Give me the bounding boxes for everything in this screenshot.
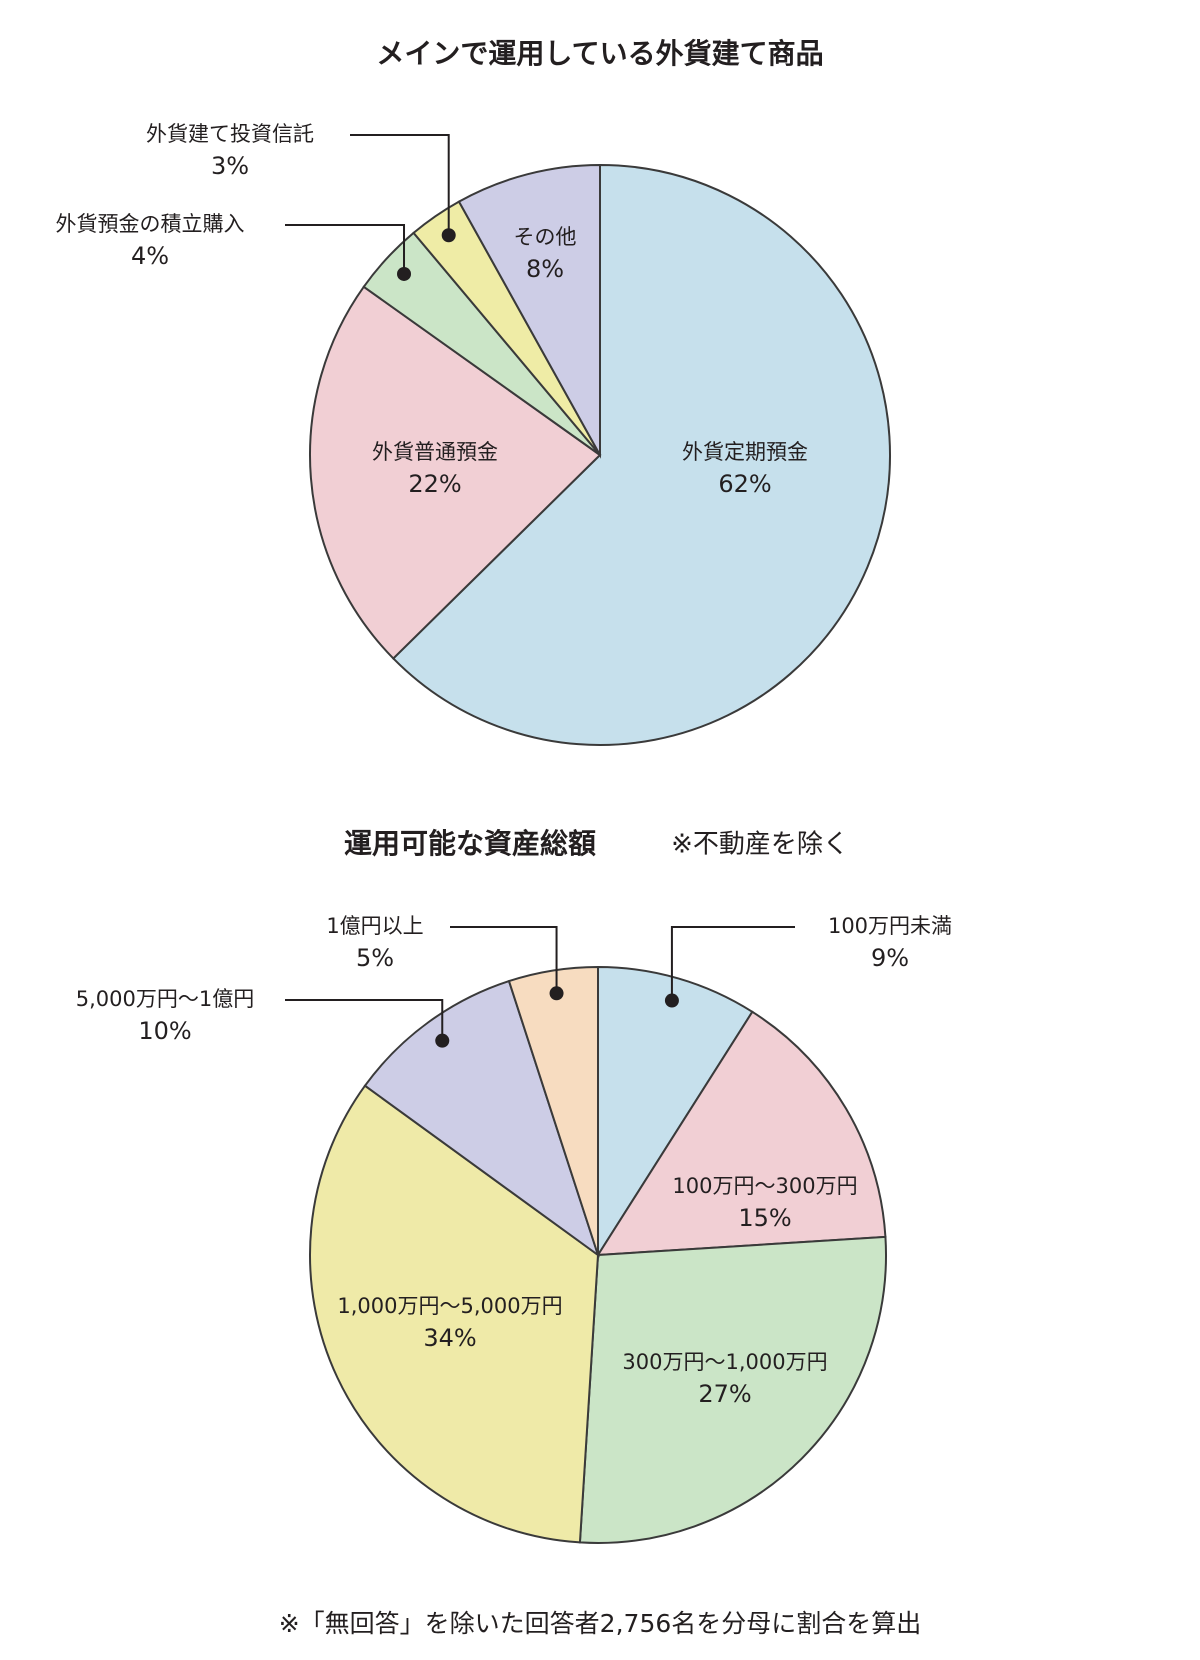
slice-label: 1億円以上 xyxy=(326,914,423,938)
pie-slice xyxy=(363,979,600,1258)
pie-slice xyxy=(391,163,891,746)
leader-dot xyxy=(441,228,456,243)
pie-slice xyxy=(597,965,754,1259)
leader-line xyxy=(285,999,444,1041)
chart-title: メインで運用している外貨建て商品 xyxy=(376,37,823,70)
slice-label: 外貨定期預金 xyxy=(682,440,808,464)
slice-value: 5% xyxy=(356,944,394,972)
chart-subtitle: ※不動産を除く xyxy=(671,830,849,860)
leader-line xyxy=(670,926,795,1001)
pie-slice xyxy=(507,965,599,1256)
pie-slice xyxy=(309,1084,600,1544)
slice-label: 5,000万円〜1億円 xyxy=(76,987,254,1011)
chart-title: 運用可能な資産総額 xyxy=(344,827,596,860)
slice-label: 外貨建て投資信託 xyxy=(146,122,314,146)
slice-value: 8% xyxy=(526,255,564,283)
slice-value: 9% xyxy=(871,944,909,972)
leader-line xyxy=(285,224,406,274)
leader-dot xyxy=(549,986,564,1001)
slice-value: 34% xyxy=(423,1324,476,1352)
pie-slice xyxy=(596,1010,887,1257)
slice-value: 15% xyxy=(738,1204,791,1232)
slice-label: 100万円未満 xyxy=(828,914,952,938)
slice-label: 100万円〜300万円 xyxy=(672,1174,857,1198)
leader-dot xyxy=(435,1033,450,1048)
footnote: ※「無回答」を除いた回答者2,756名を分母に割合を算出 xyxy=(279,1609,922,1638)
slice-value: 4% xyxy=(131,242,169,270)
slice-label: 外貨普通預金 xyxy=(372,440,498,464)
slice-label: その他 xyxy=(514,225,577,249)
slice-value: 10% xyxy=(138,1017,191,1045)
slice-value: 27% xyxy=(698,1380,751,1408)
slice-label: 外貨預金の積立購入 xyxy=(56,212,245,236)
slice-value: 22% xyxy=(408,470,461,498)
leader-dot xyxy=(397,266,412,281)
slice-value: 3% xyxy=(211,152,249,180)
leader-line xyxy=(450,926,558,994)
leader-dot xyxy=(664,993,679,1008)
pie-slice xyxy=(578,1235,887,1544)
slice-value: 62% xyxy=(718,470,771,498)
leader-line xyxy=(350,134,450,236)
slice-label: 1,000万円〜5,000万円 xyxy=(337,1294,562,1318)
pie-slice xyxy=(457,163,601,459)
slice-label: 300万円〜1,000万円 xyxy=(622,1350,827,1374)
pie-slice xyxy=(309,285,602,660)
